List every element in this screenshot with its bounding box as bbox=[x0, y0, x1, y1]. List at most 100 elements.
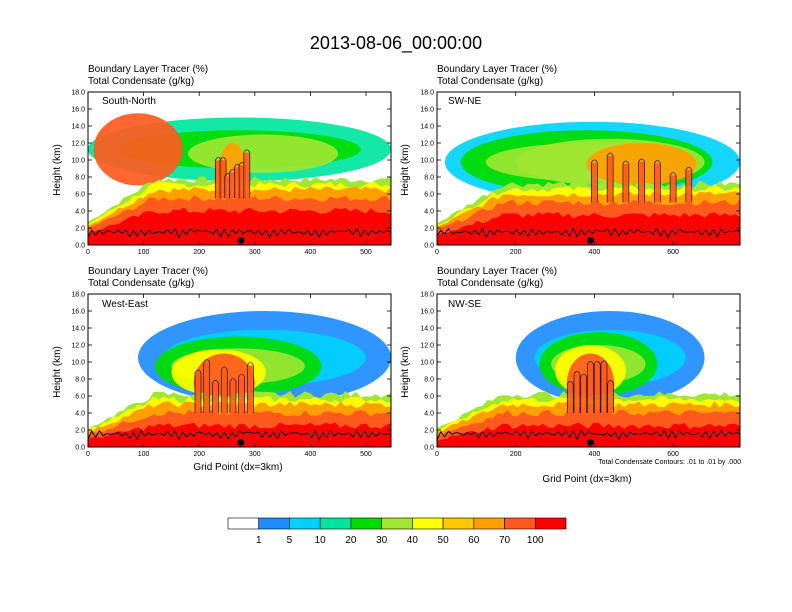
colorbar-swatch bbox=[319, 517, 352, 530]
figure-title: 2013-08-06_00:00:00 bbox=[310, 33, 482, 54]
x-tick-label: 100 bbox=[138, 249, 150, 256]
x-tick-label: 0 bbox=[435, 451, 439, 458]
station-marker bbox=[586, 236, 594, 244]
plot-content bbox=[88, 92, 391, 245]
convective-column bbox=[587, 364, 594, 413]
condensate-contour bbox=[669, 172, 677, 203]
y-tick-label: 12.0 bbox=[420, 343, 434, 350]
colorbar-label: 60 bbox=[468, 535, 480, 546]
condensate-contour bbox=[238, 373, 245, 413]
condensate-contour bbox=[219, 157, 227, 199]
panel-subtitle-condensate: Total Condensate (g/kg) bbox=[437, 76, 543, 87]
y-tick-label: 6.0 bbox=[424, 192, 434, 199]
y-tick-label: 0.0 bbox=[75, 243, 85, 250]
colorbar-label: 40 bbox=[407, 535, 419, 546]
x-axis-label: Grid Point (dx=3km) bbox=[193, 462, 282, 473]
panel-title: South-North bbox=[102, 96, 156, 107]
condensate-contour bbox=[591, 159, 598, 203]
condensate-contour bbox=[587, 361, 594, 413]
condensate-contour bbox=[607, 380, 615, 413]
contour-note: Total Condensate Contours: .01 to .01 by… bbox=[598, 459, 741, 466]
tracer-band bbox=[437, 422, 740, 447]
panel-south-north: Boundary Layer Tracer (%) Total Condensa… bbox=[52, 64, 392, 256]
panel-subtitle-tracer: Boundary Layer Tracer (%) bbox=[437, 64, 557, 75]
panel-west-east: Boundary Layer Tracer (%) Total Condensa… bbox=[52, 266, 392, 473]
y-tick-label: 4.0 bbox=[424, 411, 434, 418]
plot-area: 0.0 2.0 4.0 6.0 8.0 10.0 12.0 14.0 16.0 18.0 0 100 2… bbox=[71, 292, 392, 458]
convective-column bbox=[600, 363, 607, 413]
colorbar-swatch bbox=[350, 517, 382, 530]
colorbar-label: 100 bbox=[527, 535, 544, 546]
tracer-band bbox=[88, 422, 391, 447]
y-tick-label: 16.0 bbox=[71, 107, 85, 114]
convective-column bbox=[220, 160, 227, 199]
y-tick-label: 14.0 bbox=[71, 124, 85, 131]
x-tick-label: 200 bbox=[510, 249, 522, 256]
colorbar-label: 10 bbox=[315, 535, 327, 546]
convective-column bbox=[215, 160, 222, 199]
panel-nw-se: Boundary Layer Tracer (%) Total Condensa… bbox=[400, 266, 741, 485]
colorbar-swatch bbox=[227, 517, 260, 530]
convective-column bbox=[239, 165, 246, 199]
x-tick-label: 600 bbox=[667, 451, 679, 458]
colorbar-swatch bbox=[442, 517, 475, 530]
colorbar-label: 20 bbox=[345, 535, 357, 546]
y-tick-label: 2.0 bbox=[75, 428, 85, 435]
terrain-line bbox=[88, 429, 391, 441]
x-tick-label: 0 bbox=[86, 451, 90, 458]
convective-column bbox=[229, 381, 236, 413]
colorbar: 1 5 10 20 30 40 50 60 70 100 bbox=[227, 517, 567, 546]
y-tick-label: 10.0 bbox=[420, 158, 434, 165]
x-tick-label: 200 bbox=[193, 451, 205, 458]
condensate-contour bbox=[654, 160, 661, 203]
y-axis-label: Height (km) bbox=[400, 144, 411, 196]
y-tick-label: 6.0 bbox=[424, 394, 434, 401]
convective-column bbox=[212, 383, 219, 413]
colorbar-label: 30 bbox=[376, 535, 388, 546]
plot-area: 0.0 2.0 4.0 6.0 8.0 10.0 12.0 14.0 16.0 18.0 0 200 4… bbox=[420, 90, 741, 256]
cloud-region bbox=[188, 134, 339, 173]
y-tick-label: 0.0 bbox=[424, 243, 434, 250]
panel-subtitle-condensate: Total Condensate (g/kg) bbox=[437, 278, 543, 289]
panel-subtitle-tracer: Boundary Layer Tracer (%) bbox=[437, 266, 557, 277]
panel-subtitle-tracer: Boundary Layer Tracer (%) bbox=[88, 64, 208, 75]
y-tick-label: 8.0 bbox=[424, 175, 434, 182]
x-tick-label: 300 bbox=[249, 451, 261, 458]
convective-column bbox=[229, 172, 236, 199]
convective-column bbox=[221, 369, 228, 413]
colorbar-swatch bbox=[289, 517, 321, 530]
condensate-contour bbox=[606, 152, 614, 203]
y-tick-label: 18.0 bbox=[71, 90, 85, 97]
condensate-contour bbox=[220, 366, 228, 413]
condensate-contour bbox=[229, 378, 237, 413]
y-tick-label: 8.0 bbox=[424, 377, 434, 384]
x-tick-label: 400 bbox=[305, 451, 317, 458]
y-axis-label: Height (km) bbox=[52, 346, 63, 398]
y-tick-label: 16.0 bbox=[71, 309, 85, 316]
colorbar-swatch bbox=[534, 517, 567, 530]
y-tick-label: 14.0 bbox=[420, 326, 434, 333]
y-tick-label: 0.0 bbox=[75, 445, 85, 452]
y-tick-label: 12.0 bbox=[420, 141, 434, 148]
plot-content bbox=[437, 92, 740, 245]
x-tick-label: 500 bbox=[360, 249, 372, 256]
convective-column bbox=[638, 161, 645, 203]
x-axis-label: Grid Point (dx=3km) bbox=[542, 474, 631, 485]
tracer-band bbox=[88, 207, 391, 245]
condensate-contour bbox=[243, 149, 251, 199]
colorbar-swatch bbox=[381, 517, 413, 530]
convective-column bbox=[580, 376, 587, 413]
convective-column bbox=[234, 167, 241, 199]
y-tick-label: 6.0 bbox=[75, 192, 85, 199]
panel-subtitle-condensate: Total Condensate (g/kg) bbox=[88, 76, 194, 87]
convective-column bbox=[195, 372, 202, 413]
condensate-contour bbox=[566, 381, 574, 413]
y-tick-label: 4.0 bbox=[75, 411, 85, 418]
panel-title: SW-NE bbox=[448, 96, 481, 107]
plot-content bbox=[437, 294, 740, 447]
panel-sw-ne: Boundary Layer Tracer (%) Total Condensa… bbox=[400, 64, 741, 256]
convective-column bbox=[203, 362, 210, 413]
y-tick-label: 0.0 bbox=[424, 445, 434, 452]
plot-area: 0.0 2.0 4.0 6.0 8.0 10.0 12.0 14.0 16.0 18.0 0 200 4… bbox=[420, 292, 741, 458]
x-tick-label: 400 bbox=[305, 249, 317, 256]
